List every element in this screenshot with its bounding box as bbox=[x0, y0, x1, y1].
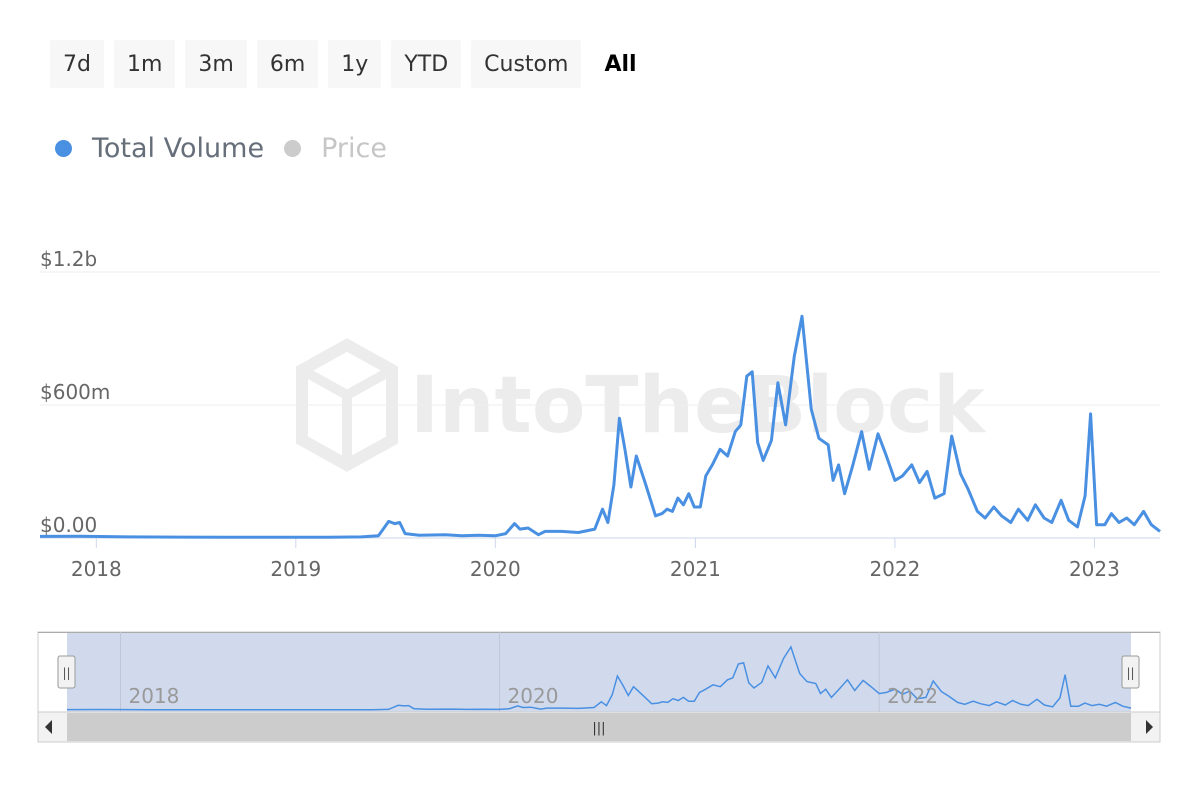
range-6m-button[interactable]: 6m bbox=[256, 40, 319, 88]
range-ytd-button[interactable]: YTD bbox=[391, 40, 462, 88]
range-1y-button[interactable]: 1y bbox=[328, 40, 382, 88]
navigator-year-label: 2022 bbox=[887, 684, 938, 708]
navigator-scrollbar[interactable]: ||| bbox=[37, 711, 1161, 743]
legend-label-price: Price bbox=[321, 133, 387, 164]
scrollbar-thumb[interactable] bbox=[67, 713, 1131, 741]
series-line-total-volume bbox=[39, 314, 1161, 539]
legend-label-total-volume: Total Volume bbox=[92, 133, 265, 164]
scrollbar-grip: ||| bbox=[592, 721, 605, 736]
navigator-year-label: 2018 bbox=[128, 684, 179, 708]
right-handle-grip: || bbox=[1126, 666, 1134, 680]
x-tick-label: 2022 bbox=[869, 557, 920, 581]
range-3m-button[interactable]: 3m bbox=[185, 40, 247, 88]
scroll-left-icon[interactable] bbox=[45, 720, 52, 734]
range-1m-button[interactable]: 1m bbox=[113, 40, 176, 88]
x-tick-label: 2019 bbox=[270, 557, 321, 581]
navigator-left-handle[interactable]: || bbox=[57, 655, 76, 689]
range-navigator: 2018 2020 2022 || || ||| bbox=[37, 631, 1161, 743]
x-tick-label: 2018 bbox=[71, 557, 122, 581]
y-tick-label: $1.2b bbox=[40, 247, 97, 271]
y-tick-label: $0.00 bbox=[40, 513, 97, 537]
navigator-year-label: 2020 bbox=[508, 684, 559, 708]
watermark-text: IntoTheBlock bbox=[410, 361, 987, 451]
navigator-right-handle[interactable]: || bbox=[1121, 655, 1140, 689]
range-selector: 7d 1m 3m 6m 1y YTD Custom All bbox=[50, 40, 650, 88]
y-tick-label: $600m bbox=[40, 380, 110, 404]
range-all-button[interactable]: All bbox=[604, 51, 637, 77]
x-tick-label: 2020 bbox=[470, 557, 521, 581]
legend-item-total-volume[interactable]: Total Volume bbox=[55, 133, 264, 164]
navigator-selection[interactable] bbox=[67, 632, 1131, 712]
scroll-right-icon[interactable] bbox=[1146, 720, 1153, 734]
legend-dot-price bbox=[284, 140, 302, 157]
navigator-series-line bbox=[66, 645, 1132, 711]
legend-item-price[interactable]: Price bbox=[284, 133, 387, 164]
range-7d-button[interactable]: 7d bbox=[50, 40, 104, 88]
x-tick-label: 2021 bbox=[670, 557, 721, 581]
navigator-chart: 2018 2020 2022 || || ||| bbox=[37, 631, 1161, 743]
x-tick-label: 2023 bbox=[1069, 557, 1120, 581]
legend-dot-total-volume bbox=[55, 140, 72, 157]
chart-legend: Total Volume Price bbox=[55, 133, 387, 164]
range-custom-button[interactable]: Custom bbox=[471, 40, 582, 88]
left-handle-grip: || bbox=[62, 666, 70, 680]
watermark-logo: IntoTheBlock bbox=[296, 338, 987, 472]
